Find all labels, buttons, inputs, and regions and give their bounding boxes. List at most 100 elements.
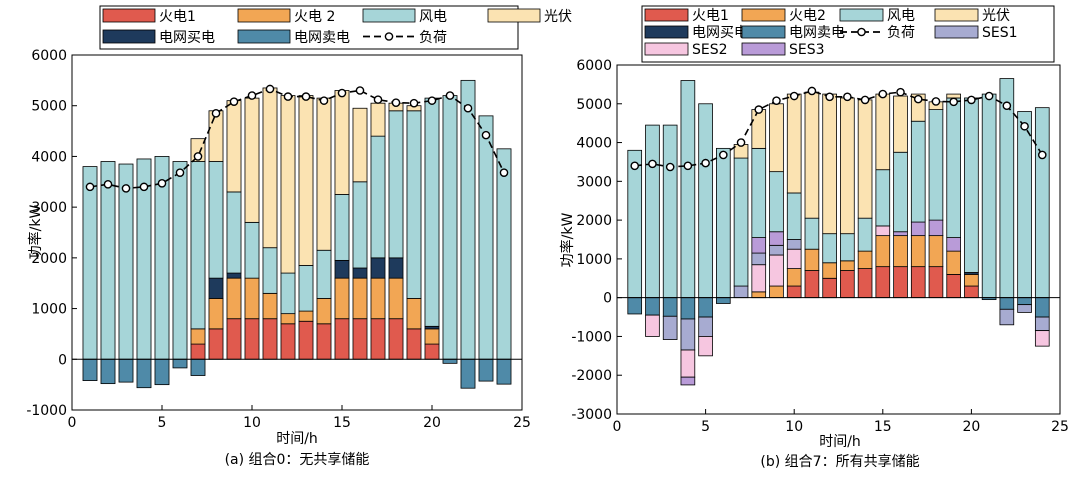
- legend-swatch-fire1: [102, 8, 156, 23]
- bar-pv-h16: [893, 95, 908, 153]
- legend-swatch-wind: [362, 8, 416, 23]
- y-tick-label: 2000: [31, 251, 67, 267]
- bar-ses3-h17: [910, 221, 926, 237]
- legend-swatch-ses2: [644, 42, 689, 56]
- load-point-h17: [373, 95, 383, 104]
- bar-fire1-h15: [875, 266, 891, 299]
- legend-label-pv: 光伏: [982, 8, 1010, 24]
- load-point-h12: [283, 92, 293, 101]
- load-point-h14: [860, 95, 870, 105]
- bar-pv-h9: [226, 100, 242, 193]
- x-tick-label: 10: [243, 415, 261, 431]
- load-point-h17: [913, 94, 923, 104]
- bar-ses3-h4: [680, 376, 696, 386]
- legend-swatch-ses3: [741, 42, 786, 56]
- bar-pv-h12: [822, 93, 837, 235]
- bar-wind-h2: [100, 161, 116, 360]
- y-tick-label: 2000: [576, 213, 612, 229]
- bar-ses1-h3: [662, 315, 678, 340]
- y-tick-label: 6000: [576, 58, 612, 74]
- bar-fire2-h16: [893, 235, 908, 268]
- bar-pv-h12: [280, 95, 296, 274]
- bar-fire2-h14: [316, 298, 332, 325]
- bar-sell-h6: [716, 297, 731, 304]
- load-point-h18: [391, 98, 401, 107]
- bar-wind-h20: [964, 97, 979, 273]
- bar-fire2-h9: [226, 277, 242, 320]
- load-line-a: [85, 84, 509, 193]
- axis-ticks-b: 0 5 10 15 20 25 -3000 -2000 -1000 0 1000 2000 3000 40…: [571, 58, 1069, 435]
- bar-wind-h12: [822, 233, 837, 264]
- bar-fire1-h16: [893, 266, 908, 299]
- bar-wind-h8: [208, 161, 224, 279]
- load-point-h13: [301, 92, 311, 101]
- bar-fire2-h7: [190, 328, 206, 345]
- load-point-h19: [949, 97, 958, 107]
- x-tick-label: 0: [68, 415, 77, 431]
- y-tick-label: -1000: [26, 403, 67, 419]
- bar-sell-h21: [442, 358, 458, 364]
- bar-sell-h22: [999, 297, 1015, 310]
- bar-fire1-h17: [370, 318, 386, 360]
- load-point-h10: [247, 91, 257, 100]
- bar-ses1-h22: [999, 308, 1015, 326]
- load-point-h4: [683, 161, 693, 171]
- bar-fire1-h13: [298, 320, 314, 360]
- bar-buy-h17: [370, 257, 386, 279]
- bar-fire2-h16: [352, 277, 368, 320]
- bar-wind-h16: [893, 151, 908, 233]
- bar-ses3-h16: [893, 231, 908, 237]
- legend-label-sell: 电网卖电: [789, 25, 845, 41]
- bar-fire2-h12: [822, 262, 837, 279]
- bar-fire2-h20: [424, 328, 440, 345]
- legend-box: [99, 5, 519, 50]
- bar-wind-h5: [698, 103, 713, 299]
- bar-ses1-h9: [769, 244, 784, 256]
- y-tick-label: 5000: [31, 99, 67, 115]
- load-point-h8: [211, 109, 221, 118]
- load-point-h22: [463, 103, 473, 113]
- bar-ses1-h7: [733, 285, 749, 299]
- load-line: [634, 90, 1043, 168]
- y-tick-label: 4000: [576, 136, 612, 152]
- load-point-h19: [409, 98, 419, 108]
- bar-fire2-h9: [769, 285, 784, 299]
- bar-pv-h11: [262, 87, 278, 249]
- load-point-h2: [648, 159, 657, 169]
- bar-fire1-h19: [946, 273, 961, 299]
- x-tick-label: 15: [333, 415, 351, 431]
- load-point-h3: [665, 162, 675, 172]
- bar-ses2-h8: [751, 264, 767, 293]
- bar-fire2-h8: [208, 298, 224, 330]
- bar-ses1-h24: [1034, 316, 1050, 332]
- bar-wind-h10: [786, 192, 802, 240]
- bar-wind-h15: [875, 169, 891, 227]
- x-tick-label: 0: [613, 419, 622, 435]
- legend-label-fire1: 火电1: [159, 9, 196, 25]
- bar-wind-h21: [981, 93, 997, 299]
- x-axis-label-a: 时间/h: [276, 431, 318, 447]
- bar-sell-h7: [190, 358, 206, 376]
- y-tick-label: -3000: [571, 407, 612, 423]
- bar-wind-h11: [262, 247, 278, 294]
- bar-sell-h24: [496, 358, 512, 385]
- load-point-h16: [896, 87, 905, 97]
- bar-ses3-h8: [751, 237, 767, 254]
- y-axis-label-b: 功率/kW: [559, 213, 576, 268]
- bar-fire1-h8: [208, 328, 224, 360]
- legend-label-wind: 风电: [887, 8, 915, 24]
- bar-fire1-h10: [244, 318, 260, 360]
- bar-wind-h1: [627, 149, 643, 299]
- bar-pv-h10: [786, 93, 802, 194]
- bar-fire1-h10: [786, 285, 802, 299]
- bar-fire1-h20: [424, 343, 440, 360]
- bar-pv-h15: [875, 93, 891, 171]
- bar-sell-h6: [172, 358, 188, 369]
- load-point-h5: [157, 179, 167, 188]
- bar-pv-h13: [840, 97, 855, 235]
- legend-swatch-ses1: [934, 25, 979, 39]
- bar-wind-h9: [769, 171, 784, 233]
- bar-wind-h22: [460, 79, 476, 360]
